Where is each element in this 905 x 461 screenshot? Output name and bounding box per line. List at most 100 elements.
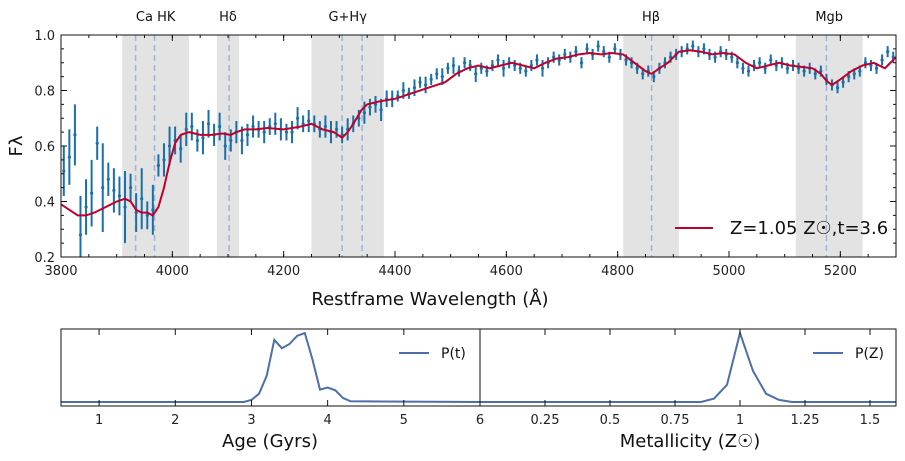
observed-point: [635, 66, 639, 70]
x-tick-label: 4400: [378, 264, 411, 279]
observed-point: [869, 63, 873, 68]
observed-point: [73, 133, 77, 137]
observed-point: [763, 66, 767, 70]
observed-point: [585, 47, 589, 51]
observed-point: [691, 44, 695, 48]
observed-point: [462, 61, 467, 65]
observed-point: [524, 69, 528, 73]
observed-point: [513, 63, 517, 68]
band-label: Hδ: [219, 10, 237, 25]
observed-point: [552, 55, 556, 59]
y-tick-label: 0.6: [34, 140, 55, 155]
observed-point: [145, 213, 149, 217]
x-tick-label: 1: [736, 413, 744, 428]
spectrum-panel: Ca HK Hδ G+Hγ Hβ Mgb 3800 4000 4200 4400 4600 480…: [6, 10, 897, 310]
observed-point: [123, 205, 127, 209]
observed-point: [563, 52, 567, 57]
observed-point: [641, 72, 645, 76]
observed-point: [769, 58, 773, 62]
observed-point: [223, 144, 227, 148]
spectrum-y-label: Fλ: [6, 135, 27, 156]
observed-point: [579, 61, 584, 65]
observed-point: [440, 75, 444, 79]
observed-point: [334, 127, 339, 131]
observed-point: [741, 66, 745, 70]
x-tick-label: 1: [95, 413, 103, 428]
observed-point: [184, 127, 188, 131]
observed-point: [730, 55, 734, 59]
observed-point: [412, 86, 417, 90]
observed-point: [841, 80, 845, 84]
observed-point: [251, 124, 255, 129]
spectrum-legend: Z=1.05 Z☉,t=3.6: [675, 218, 888, 239]
observed-point: [134, 211, 138, 215]
observed-point: [496, 58, 500, 62]
y-tick-label: 1.0: [34, 29, 55, 44]
y-tick-label: 0.2: [34, 251, 55, 266]
x-tick-label: 0.25: [531, 413, 560, 428]
observed-point: [368, 105, 372, 109]
observed-point: [379, 108, 383, 112]
metallicity-plot-frame: [479, 328, 897, 407]
observed-point: [874, 66, 879, 70]
x-tick-label: 5200: [824, 264, 857, 279]
x-tick-label: 4200: [267, 264, 300, 279]
observed-point: [596, 44, 600, 48]
age-x-label: Age (Gyrs): [222, 431, 318, 452]
observed-point: [62, 169, 66, 173]
observed-point: [67, 155, 71, 159]
x-tick-label: 4000: [156, 264, 189, 279]
observed-point: [401, 88, 405, 93]
observed-point: [162, 158, 166, 162]
model-spectrum-line: [60, 49, 897, 217]
observed-point: [117, 194, 122, 198]
observed-point: [112, 188, 116, 192]
observed-point: [624, 58, 628, 62]
observed-point: [206, 122, 211, 126]
observed-point: [474, 72, 478, 76]
age-legend-label: P(t): [441, 346, 466, 362]
x-tick-label: 0.75: [661, 413, 690, 428]
x-tick-label: 1.25: [791, 413, 820, 428]
observed-point: [863, 61, 867, 65]
observed-point: [540, 66, 545, 70]
observed-point: [179, 147, 183, 151]
observed-point: [195, 138, 199, 143]
observed-point: [90, 191, 94, 195]
observed-point: [501, 66, 506, 70]
age-plot-frame: [60, 328, 481, 407]
age-pdf-line: [61, 331, 481, 403]
x-tick-label: 2: [171, 413, 179, 428]
y-tick-label: 0.4: [34, 196, 55, 211]
spectral-bands: Ca HK Hδ G+Hγ Hβ Mgb: [122, 10, 863, 257]
observed-point: [201, 136, 205, 140]
observed-point: [886, 50, 890, 54]
observed-point: [746, 69, 751, 73]
observed-point: [101, 186, 105, 190]
observed-point: [451, 63, 456, 68]
observed-point: [218, 124, 222, 129]
observed-point: [190, 124, 194, 129]
observed-point: [713, 55, 717, 59]
band-label: Mgb: [815, 10, 843, 25]
observed-point: [424, 83, 428, 87]
observed-point: [229, 138, 233, 143]
age-pdf-panel: 1 2 3 4 5 6 Age (Gyrs) P(t): [60, 328, 484, 452]
observed-point: [262, 130, 266, 134]
observed-point: [151, 208, 155, 212]
band-label: G+Hγ: [328, 10, 367, 25]
metallicity-x-ticks: 0.25 0.5 0.75 1 1.25 1.5: [531, 329, 880, 428]
observed-point: [95, 141, 99, 145]
observed-point: [602, 50, 606, 54]
observed-point: [652, 75, 656, 79]
observed-point: [140, 197, 144, 201]
observed-point: [835, 86, 840, 90]
observed-point: [479, 66, 483, 70]
x-tick-label: 4800: [601, 264, 634, 279]
observed-point: [613, 47, 617, 51]
observed-point: [418, 80, 422, 84]
observed-point: [245, 133, 250, 137]
observed-point: [774, 63, 778, 68]
observed-point: [813, 72, 817, 76]
